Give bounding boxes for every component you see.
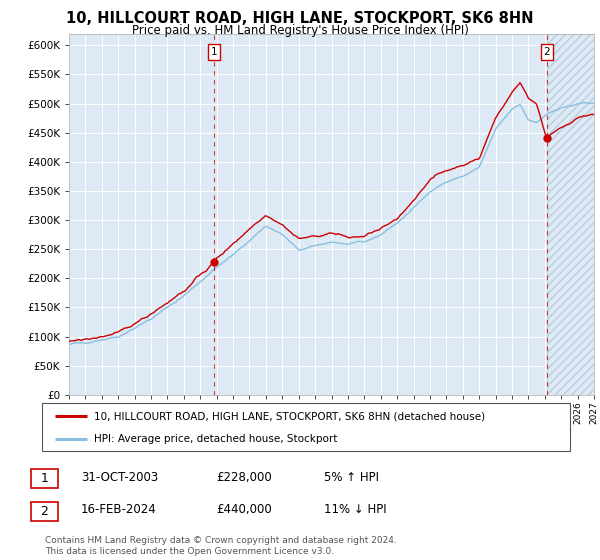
Text: 16-FEB-2024: 16-FEB-2024 bbox=[81, 503, 157, 516]
Text: £440,000: £440,000 bbox=[216, 503, 272, 516]
Text: Price paid vs. HM Land Registry's House Price Index (HPI): Price paid vs. HM Land Registry's House … bbox=[131, 24, 469, 37]
Text: 11% ↓ HPI: 11% ↓ HPI bbox=[324, 503, 386, 516]
Text: HPI: Average price, detached house, Stockport: HPI: Average price, detached house, Stoc… bbox=[94, 434, 337, 444]
Text: 31-OCT-2003: 31-OCT-2003 bbox=[81, 470, 158, 484]
Text: 10, HILLCOURT ROAD, HIGH LANE, STOCKPORT, SK6 8HN: 10, HILLCOURT ROAD, HIGH LANE, STOCKPORT… bbox=[66, 11, 534, 26]
Text: 2: 2 bbox=[544, 47, 550, 57]
Bar bbox=[547, 34, 594, 395]
Text: 5% ↑ HPI: 5% ↑ HPI bbox=[324, 470, 379, 484]
Text: 1: 1 bbox=[211, 47, 217, 57]
Text: 1: 1 bbox=[40, 472, 49, 486]
Text: £228,000: £228,000 bbox=[216, 470, 272, 484]
Text: 2: 2 bbox=[40, 505, 49, 518]
Text: Contains HM Land Registry data © Crown copyright and database right 2024.
This d: Contains HM Land Registry data © Crown c… bbox=[45, 536, 397, 556]
Text: 10, HILLCOURT ROAD, HIGH LANE, STOCKPORT, SK6 8HN (detached house): 10, HILLCOURT ROAD, HIGH LANE, STOCKPORT… bbox=[94, 411, 485, 421]
